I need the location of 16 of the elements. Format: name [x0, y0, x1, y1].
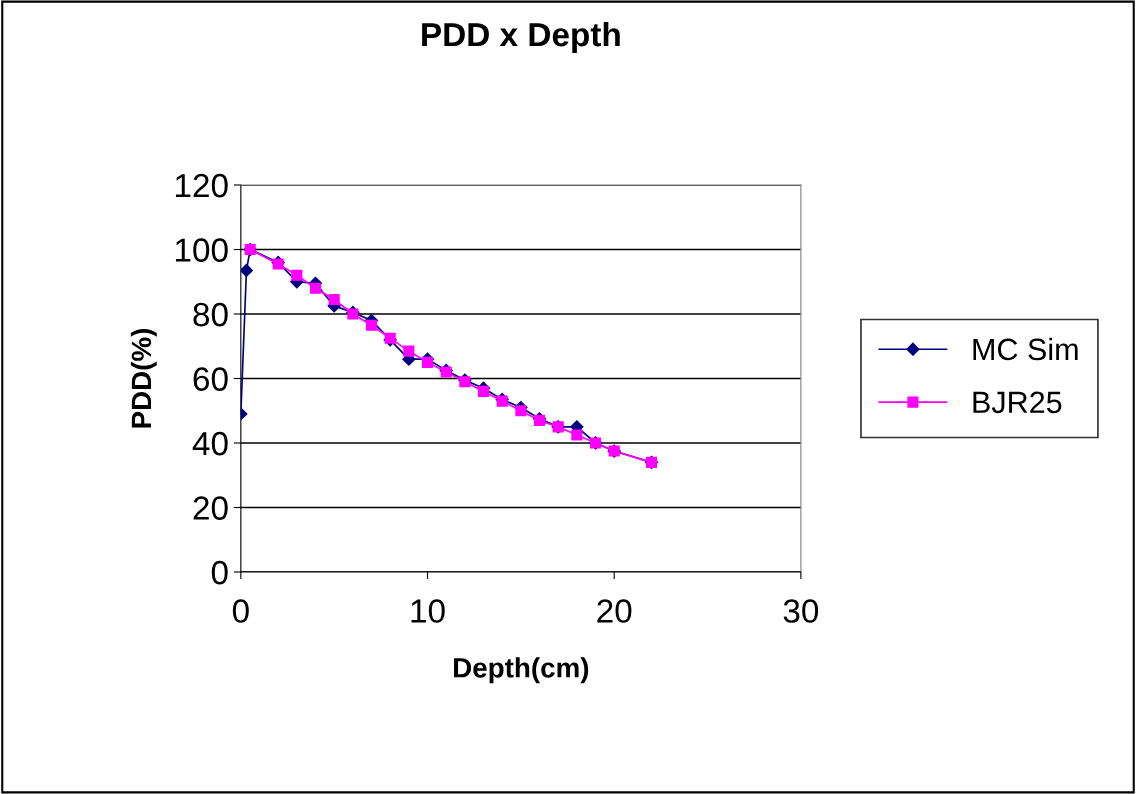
- y-tick-label: 20: [193, 496, 228, 520]
- y-axis-title: PDD(%): [130, 328, 157, 428]
- x-axis-title: Depth(cm): [454, 657, 589, 684]
- y-tick-label: 80: [193, 302, 228, 327]
- legend-label: MC Sim: [973, 337, 1078, 361]
- x-tick-label: 0: [232, 599, 249, 623]
- y-tick-label: 60: [193, 367, 228, 391]
- y-tick-label: 40: [192, 431, 228, 456]
- y-tick-label: 0: [211, 560, 228, 585]
- chart-title: PDD x Depth: [422, 21, 620, 54]
- x-tick-label: 30: [783, 599, 819, 623]
- x-tick-label: 20: [597, 599, 632, 623]
- legend-label: BJR25: [973, 391, 1062, 414]
- y-tick-label: 120: [175, 173, 228, 198]
- y-tick-label: 100: [175, 238, 228, 262]
- x-tick-label: 10: [411, 599, 445, 623]
